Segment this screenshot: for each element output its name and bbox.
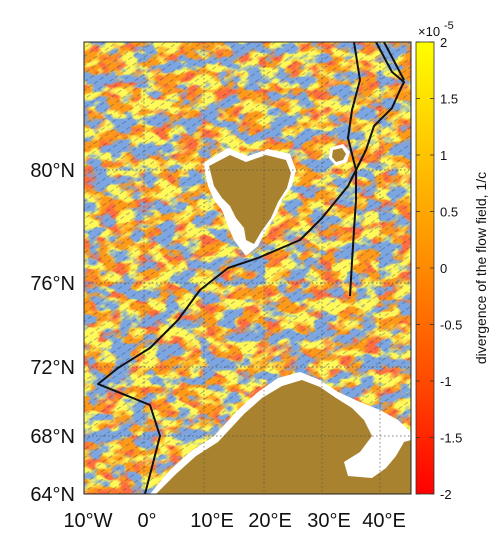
exponent-power: -5 — [444, 20, 454, 32]
scandinavia-land — [156, 380, 411, 494]
x-tick-20e: 20°E — [248, 510, 292, 532]
colorbar: 2 1.5 1 0.5 0 -0.5 -1 -1.5 -2 ×10 -5 div… — [415, 20, 489, 502]
y-tick-80n: 80°N — [30, 160, 75, 182]
x-tick-40e: 40°E — [362, 510, 406, 532]
exponent-base: ×10 — [418, 24, 440, 39]
colorbar-exponent: ×10 -5 — [418, 20, 454, 39]
cb-tick-1: 1 — [440, 148, 447, 163]
y-axis-labels: 64°N 68°N 72°N 76°N 80°N — [30, 160, 75, 506]
cb-tick-0: 0 — [440, 261, 447, 276]
y-tick-64n: 64°N — [30, 484, 75, 506]
cb-tick-neg-1-5: -1.5 — [440, 431, 462, 446]
cb-tick-neg-1: -1 — [440, 374, 452, 389]
y-tick-72n: 72°N — [30, 357, 75, 379]
map-plot-area — [84, 42, 411, 494]
cb-tick-neg-0-5: -0.5 — [440, 318, 462, 333]
x-tick-10w: 10°W — [63, 510, 112, 532]
colorbar-ticks — [416, 41, 434, 495]
boundary-lines — [97, 42, 405, 494]
cb-tick-2: 2 — [440, 35, 447, 50]
colorbar-title: divergence of the flow field, 1/c — [473, 172, 489, 364]
cb-tick-0-5: 0.5 — [440, 205, 458, 220]
cb-tick-neg-2: -2 — [440, 487, 452, 502]
svalbard-land — [209, 155, 291, 244]
x-tick-30e: 30°E — [307, 510, 351, 532]
x-tick-0: 0° — [137, 510, 156, 532]
y-tick-76n: 76°N — [30, 273, 75, 295]
cb-tick-1-5: 1.5 — [440, 92, 458, 107]
y-tick-68n: 68°N — [30, 426, 75, 448]
east-island-land — [332, 148, 346, 162]
x-axis-labels: 10°W 0° 10°E 20°E 30°E 40°E — [63, 510, 405, 532]
x-tick-10e: 10°E — [190, 510, 234, 532]
map-frame — [83, 41, 412, 495]
